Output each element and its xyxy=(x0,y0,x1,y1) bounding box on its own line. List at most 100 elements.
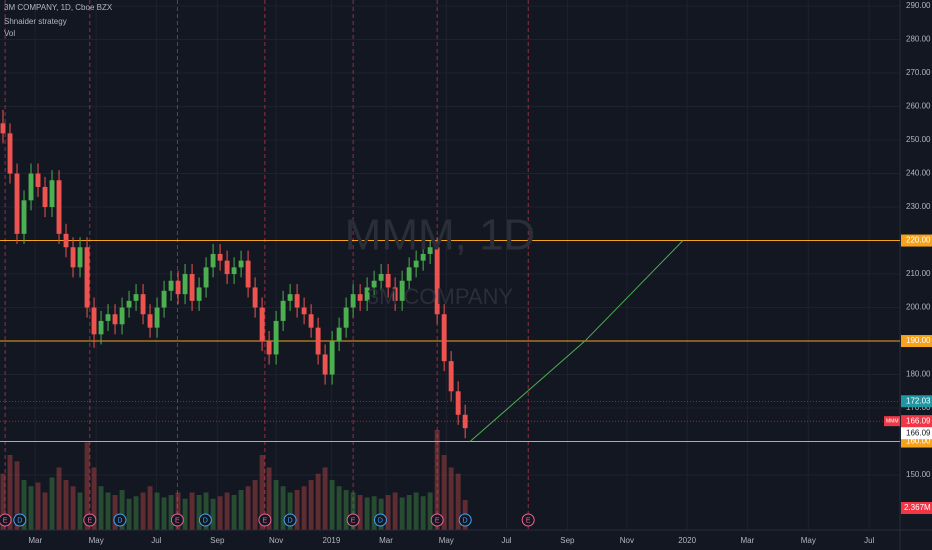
volume-bar xyxy=(98,486,104,530)
volume-bar xyxy=(217,496,223,530)
y-tick-label: 270.00 xyxy=(906,68,931,77)
candle-body xyxy=(91,307,97,335)
volume-bar xyxy=(77,492,83,530)
x-tick-label: May xyxy=(439,536,454,545)
level-tag-label: 220.00 xyxy=(906,236,931,245)
event-marker xyxy=(283,513,297,527)
candle-body xyxy=(301,307,307,315)
y-tick-label: 230.00 xyxy=(906,202,931,211)
candle-body xyxy=(448,361,454,392)
candle-body xyxy=(371,280,377,288)
event-marker xyxy=(113,513,127,527)
candle-body xyxy=(343,307,349,328)
cursor-tag xyxy=(901,427,932,440)
symbol-tag-label: MMM xyxy=(886,418,899,424)
y-tick-label: 290.00 xyxy=(906,1,931,10)
event-label: E xyxy=(435,517,440,524)
volume-bar xyxy=(35,482,41,530)
candle-body xyxy=(126,300,132,308)
volume-bar xyxy=(63,480,69,530)
candle-body xyxy=(175,280,181,295)
volume-bar xyxy=(371,496,377,530)
event-marker xyxy=(346,513,360,527)
candle-body xyxy=(210,253,216,268)
x-tick-label: Nov xyxy=(620,536,634,545)
candle-body xyxy=(350,294,356,308)
candle-body xyxy=(294,294,300,308)
candle-body xyxy=(182,274,188,295)
volume-bar xyxy=(105,492,111,530)
symbol-tag xyxy=(884,416,900,427)
candle-body xyxy=(224,260,230,275)
candle-body xyxy=(63,233,69,248)
candle-body xyxy=(385,274,391,288)
candle-body xyxy=(413,260,419,268)
candle-body xyxy=(455,391,461,415)
volume-bar xyxy=(0,473,6,530)
volume-bar xyxy=(420,496,426,530)
candle-body xyxy=(259,307,265,342)
volume-bar xyxy=(224,492,230,530)
level-tag xyxy=(901,335,932,348)
volume-bar xyxy=(91,467,97,530)
volume-bar xyxy=(147,486,153,530)
y-tick-label: 280.00 xyxy=(906,35,931,44)
candle-body xyxy=(238,260,244,268)
volume-bar xyxy=(413,492,419,530)
event-marker xyxy=(458,513,472,527)
volume-bar xyxy=(238,490,244,530)
x-tick-label: Nov xyxy=(269,536,283,545)
event-label: D xyxy=(463,517,468,524)
y-tick-label: 210.00 xyxy=(906,269,931,278)
candle-body xyxy=(378,274,384,281)
candle-body xyxy=(49,180,55,208)
price-tag-label: 172.03 xyxy=(906,396,931,405)
candle-body xyxy=(336,327,342,342)
y-tick-label: 180.00 xyxy=(906,370,931,379)
event-label: D xyxy=(288,517,293,524)
volume-bar xyxy=(385,495,391,530)
event-label: D xyxy=(378,517,383,524)
event-marker xyxy=(373,513,387,527)
event-label: D xyxy=(17,517,22,524)
volume-bar xyxy=(427,492,433,530)
event-marker xyxy=(521,513,535,527)
candle-body xyxy=(434,247,440,315)
volume-bar xyxy=(70,486,76,530)
candle-body xyxy=(21,200,27,234)
candle-body xyxy=(364,287,370,301)
candle-body xyxy=(133,294,139,301)
y-tick-label: 150.00 xyxy=(906,470,931,479)
volume-bar xyxy=(182,498,188,530)
volume-tag-label: 2.367M xyxy=(904,503,931,512)
x-tick-label: 2019 xyxy=(323,536,341,545)
candle-body xyxy=(119,307,125,325)
level-tag-label: 160.00 xyxy=(906,437,931,446)
candle-body xyxy=(322,354,328,375)
candle-body xyxy=(308,314,314,328)
event-label: E xyxy=(88,517,93,524)
x-tick-label: Sep xyxy=(210,536,225,545)
x-tick-label: May xyxy=(89,536,104,545)
candle-body xyxy=(252,287,258,308)
candle-body xyxy=(14,173,20,234)
volume-bar xyxy=(357,495,363,530)
event-marker xyxy=(13,513,27,527)
volume-bar xyxy=(329,480,335,530)
volume-bar xyxy=(448,467,454,530)
volume-bar xyxy=(259,455,265,530)
volume-bar xyxy=(245,486,251,530)
volume-bar xyxy=(294,490,300,530)
chart-title: 3M COMPANY, 1D, Cboe BZX xyxy=(4,3,113,12)
y-tick-label: 200.00 xyxy=(906,303,931,312)
x-tick-label: 2020 xyxy=(678,536,696,545)
candle-body xyxy=(441,314,447,362)
volume-bar xyxy=(343,490,349,530)
volume-bar xyxy=(126,498,132,530)
x-tick-label: Jul xyxy=(151,536,161,545)
volume-bar xyxy=(273,480,279,530)
candle-body xyxy=(196,287,202,301)
event-marker xyxy=(198,513,212,527)
y-tick-label: 170.00 xyxy=(906,403,931,412)
